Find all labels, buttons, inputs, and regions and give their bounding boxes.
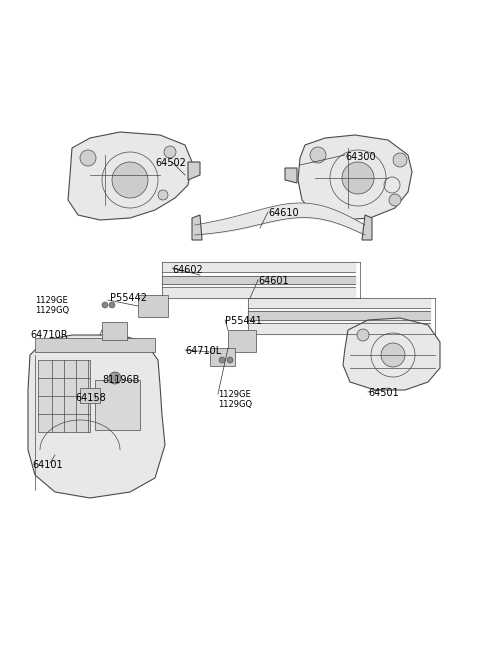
Polygon shape [192, 215, 202, 240]
Text: 64101: 64101 [32, 460, 62, 470]
Polygon shape [188, 162, 200, 180]
Text: 64602: 64602 [172, 265, 203, 275]
Text: 1129GQ: 1129GQ [35, 306, 69, 315]
Polygon shape [285, 168, 297, 183]
Text: 64610: 64610 [268, 208, 299, 218]
Bar [95, 380, 140, 430]
Circle shape [227, 357, 233, 363]
Circle shape [393, 153, 407, 167]
Circle shape [342, 162, 374, 194]
Text: P55441: P55441 [225, 316, 262, 326]
Text: 1129GQ: 1129GQ [218, 400, 252, 409]
Polygon shape [343, 318, 440, 390]
Bar [228, 330, 256, 352]
Polygon shape [298, 135, 412, 220]
Circle shape [389, 194, 401, 206]
Bar [38, 360, 90, 432]
Text: 64710R: 64710R [30, 330, 68, 340]
Circle shape [109, 302, 115, 308]
Text: 64710L: 64710L [185, 346, 221, 356]
Text: 64501: 64501 [368, 388, 399, 398]
Circle shape [381, 343, 405, 367]
Circle shape [310, 147, 326, 163]
Text: 81196B: 81196B [102, 375, 139, 385]
Bar [138, 295, 168, 317]
Circle shape [102, 302, 108, 308]
Circle shape [164, 146, 176, 158]
Bar [102, 322, 127, 340]
Text: 64158: 64158 [75, 393, 106, 403]
Bar [35, 338, 155, 352]
Bar [210, 348, 235, 366]
Text: 64502: 64502 [155, 158, 186, 168]
Circle shape [112, 162, 148, 198]
Text: 64300: 64300 [345, 152, 376, 162]
Polygon shape [68, 132, 192, 220]
Polygon shape [362, 215, 372, 240]
Polygon shape [28, 335, 165, 498]
Bar [80, 388, 100, 403]
Circle shape [357, 329, 369, 341]
Circle shape [219, 357, 225, 363]
Text: 64601: 64601 [258, 276, 288, 286]
Text: 1129GE: 1129GE [35, 296, 68, 305]
Circle shape [80, 150, 96, 166]
Text: P55442: P55442 [110, 293, 147, 303]
Circle shape [109, 372, 121, 384]
Text: 1129GE: 1129GE [218, 390, 251, 399]
Circle shape [158, 190, 168, 200]
